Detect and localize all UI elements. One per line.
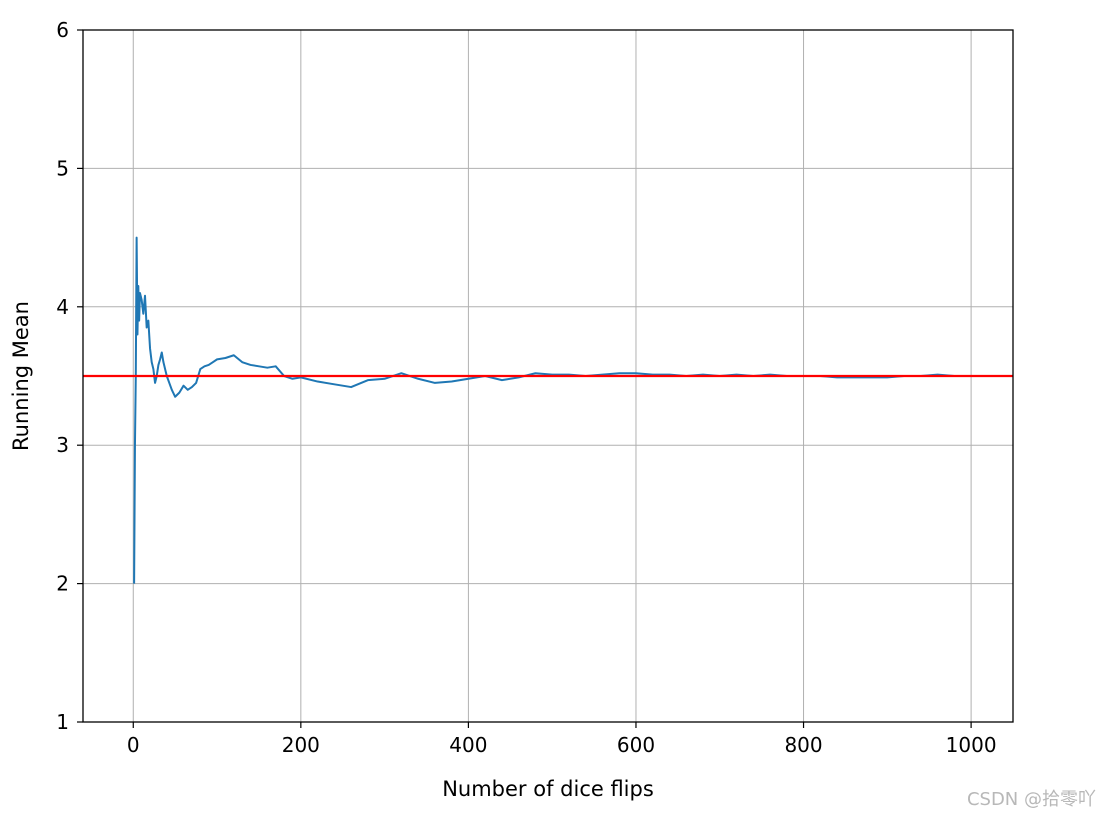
x-tick-label: 200	[282, 733, 320, 757]
x-tick-label: 0	[127, 733, 140, 757]
plot-frame	[82, 29, 1014, 723]
y-tick-label: 6	[56, 18, 69, 42]
x-tick-label: 600	[617, 733, 655, 757]
x-tick-label: 1000	[946, 733, 997, 757]
watermark-text: CSDN @拾零吖	[966, 789, 1096, 810]
x-axis-label: Number of dice flips	[442, 777, 654, 801]
data-layer	[83, 236, 1013, 584]
y-tick-label: 2	[56, 572, 69, 596]
x-tick-label: 400	[449, 733, 487, 757]
running-mean-line	[133, 236, 972, 584]
y-axis-label: Running Mean	[9, 301, 33, 451]
tick-layer: 0 200 400 600 800 1000 1 2 3 4 5 6	[56, 18, 996, 757]
y-tick-label: 5	[56, 156, 69, 180]
y-tick-label: 3	[56, 433, 69, 457]
x-tick-label: 800	[784, 733, 822, 757]
y-tick-label: 1	[56, 710, 69, 734]
y-tick-label: 4	[56, 295, 69, 319]
